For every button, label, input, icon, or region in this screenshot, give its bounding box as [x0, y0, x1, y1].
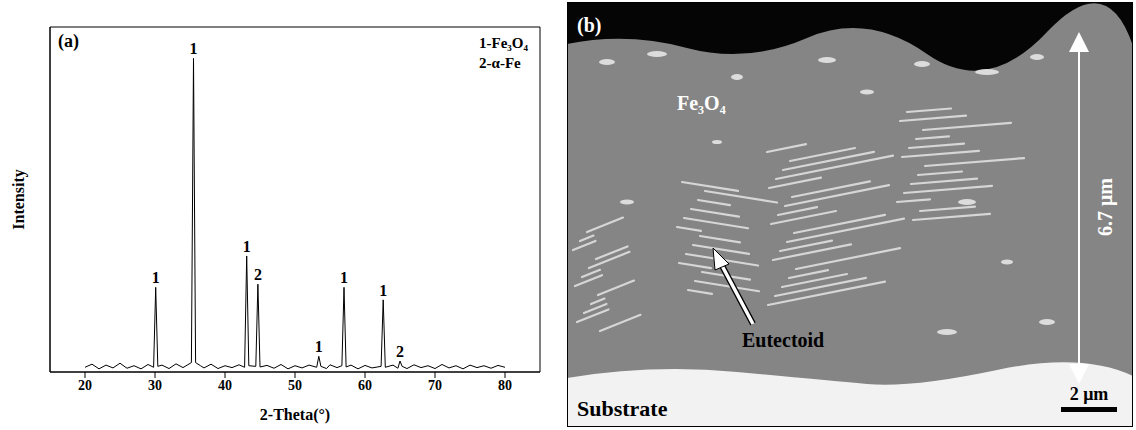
svg-text:1: 1 [315, 338, 323, 355]
svg-text:Fe₃O₄: Fe₃O₄ [677, 92, 726, 114]
svg-text:1: 1 [152, 269, 160, 286]
svg-text:1: 1 [340, 269, 348, 286]
svg-text:20: 20 [78, 378, 92, 393]
svg-text:2-Theta(°): 2-Theta(°) [260, 406, 330, 424]
svg-text:50: 50 [288, 378, 302, 393]
html-text:2-α-Fe: 2-α-Fe [479, 55, 521, 71]
svg-text:70: 70 [428, 378, 442, 393]
svg-text:6.7 μm: 6.7 μm [1094, 178, 1117, 236]
html-text:(a): (a) [58, 31, 79, 51]
svg-text:2: 2 [254, 266, 262, 283]
svg-text:(b): (b) [577, 14, 601, 37]
svg-text:1: 1 [379, 282, 387, 299]
svg-text:2: 2 [396, 343, 404, 360]
svg-text:2 μm: 2 μm [1070, 384, 1109, 404]
svg-text:1: 1 [243, 238, 251, 255]
svg-text:1: 1 [190, 40, 198, 57]
svg-text:Substrate: Substrate [577, 396, 668, 421]
svg-text:80: 80 [498, 378, 512, 393]
svg-text:40: 40 [218, 378, 232, 393]
svg-text:Eutectoid: Eutectoid [742, 329, 824, 351]
svg-text:30: 30 [148, 378, 162, 393]
html-text:1-Fe₃O₄: 1-Fe₃O₄ [479, 35, 528, 51]
svg-text:Intensity: Intensity [10, 169, 28, 229]
svg-text:60: 60 [358, 378, 372, 393]
